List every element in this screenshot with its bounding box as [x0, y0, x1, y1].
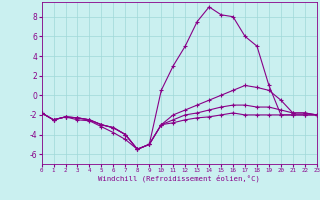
X-axis label: Windchill (Refroidissement éolien,°C): Windchill (Refroidissement éolien,°C) — [98, 175, 260, 182]
